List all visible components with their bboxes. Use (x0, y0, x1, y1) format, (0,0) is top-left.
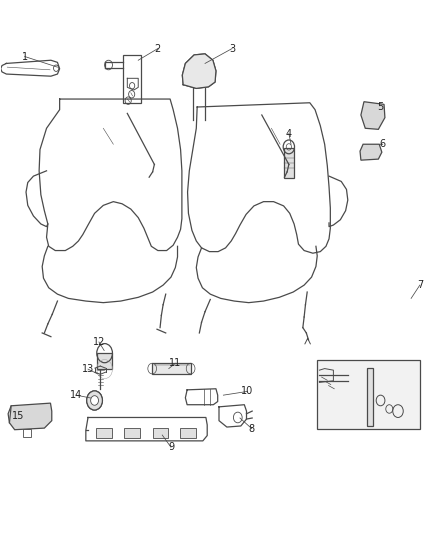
Bar (96, 427, 112, 438)
Text: 9: 9 (168, 442, 174, 452)
Bar (123, 55, 141, 103)
Polygon shape (360, 144, 382, 160)
Bar (97, 353, 113, 369)
Text: 15: 15 (12, 411, 25, 422)
Text: 11: 11 (169, 358, 181, 368)
Bar (284, 149, 294, 177)
Circle shape (91, 395, 99, 405)
Bar (23, 429, 31, 437)
Text: 6: 6 (380, 139, 386, 149)
Text: 4: 4 (286, 128, 292, 139)
Text: 14: 14 (70, 390, 82, 400)
Bar (124, 427, 140, 438)
Polygon shape (10, 403, 52, 430)
Bar (152, 364, 191, 374)
Text: 1: 1 (21, 52, 28, 61)
Text: 3: 3 (229, 44, 235, 53)
Bar (152, 427, 168, 438)
Text: 8: 8 (249, 424, 255, 434)
Polygon shape (182, 54, 216, 88)
Text: 10: 10 (241, 386, 254, 397)
Text: 2: 2 (155, 44, 161, 53)
Bar (317, 360, 420, 429)
Bar (367, 368, 373, 426)
Circle shape (87, 391, 102, 410)
Bar (180, 427, 196, 438)
Text: 7: 7 (417, 280, 423, 290)
Polygon shape (361, 102, 385, 130)
Text: 12: 12 (93, 337, 105, 347)
Text: 13: 13 (82, 364, 94, 374)
Text: 5: 5 (378, 102, 384, 112)
